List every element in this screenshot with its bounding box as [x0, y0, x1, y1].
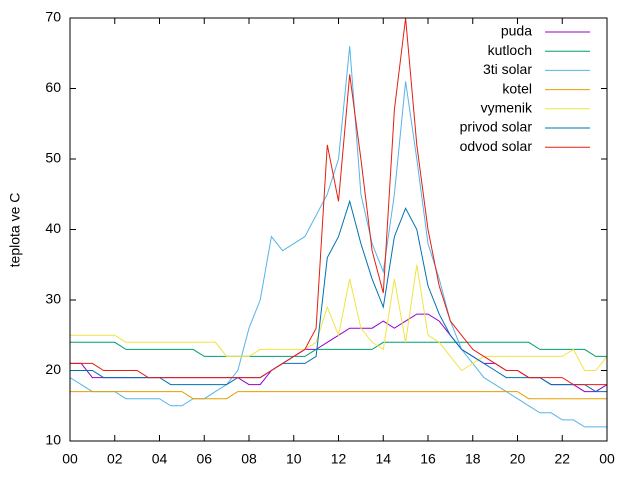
legend-label: privod solar	[460, 119, 533, 135]
x-tick-label: 00	[599, 451, 615, 467]
series-line	[70, 264, 608, 372]
series-line	[70, 391, 607, 400]
x-tick-label: 14	[375, 451, 391, 467]
series-line	[70, 199, 607, 393]
x-tick-label: 10	[286, 451, 302, 467]
x-tick-label: 08	[241, 451, 257, 467]
legend-label: 3ti solar	[483, 61, 532, 77]
y-tick-label: 70	[45, 9, 61, 25]
y-tick-label: 50	[45, 150, 61, 166]
y-tick-label: 20	[45, 361, 61, 377]
plot-frame	[69, 17, 608, 442]
series-line	[69, 46, 607, 428]
legend-label: kutloch	[488, 42, 532, 58]
legend-label: puda	[501, 23, 532, 39]
x-tick-label: 16	[420, 451, 436, 467]
x-tick-label: 22	[554, 451, 570, 467]
series-line	[70, 341, 607, 357]
x-tick-label: 20	[510, 451, 526, 467]
y-tick-label: 40	[45, 220, 61, 236]
x-tick-label: 04	[152, 451, 168, 467]
y-tick-label: 60	[45, 79, 61, 95]
y-tick-label: 30	[45, 291, 61, 307]
x-tick-label: 12	[331, 451, 347, 467]
x-tick-label: 18	[465, 451, 481, 467]
series-line	[70, 17, 607, 386]
x-tick-label: 02	[107, 451, 123, 467]
legend-label: odvod solar	[460, 138, 533, 154]
series-line	[70, 313, 608, 393]
y-axis-label: teplota ve C	[7, 193, 23, 268]
legend-label: vymenik	[481, 100, 533, 116]
x-tick-label: 00	[62, 451, 78, 467]
x-tick-label: 06	[196, 451, 212, 467]
legend-label: kotel	[502, 80, 532, 96]
y-tick-label: 10	[45, 432, 61, 448]
